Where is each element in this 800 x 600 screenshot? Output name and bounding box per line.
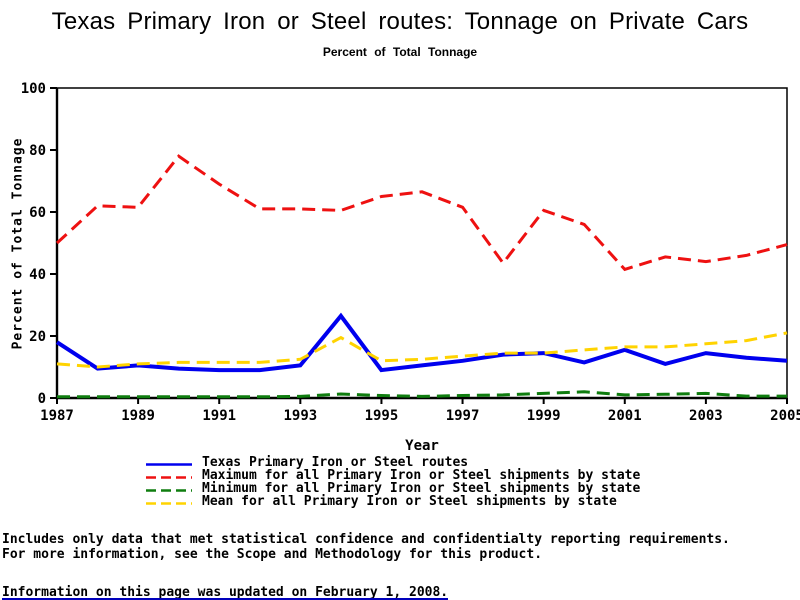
legend-line-sample-texas bbox=[145, 456, 193, 469]
page-title: Texas Primary Iron or Steel routes: Tonn… bbox=[51, 8, 749, 35]
series-line-3 bbox=[56, 331, 788, 369]
y-tick-label: 40 bbox=[29, 267, 46, 283]
legend-label: Texas Primary Iron or Steel routes bbox=[202, 455, 469, 470]
plot-frame bbox=[57, 87, 788, 398]
legend-label: Maximum for all Primary Iron or Steel sh… bbox=[202, 468, 641, 483]
y-tick-label: 60 bbox=[29, 205, 46, 221]
legend-line-sample-mean bbox=[145, 495, 193, 508]
legend-item-minimum: Minimum for all Primary Iron or Steel sh… bbox=[145, 481, 641, 496]
updated-date-underline bbox=[2, 598, 448, 600]
legend-item-mean: Mean for all Primary Iron or Steel shipm… bbox=[145, 494, 640, 509]
chart-canvas: 1987 1989 1991 1993 1995 1997 1999 2001 2003 2005… bbox=[21, 81, 800, 424]
x-tick-label: 1991 bbox=[202, 408, 236, 424]
x-tick-label: 2005 bbox=[770, 408, 800, 424]
x-tick-label: 1993 bbox=[283, 408, 317, 424]
x-tick-label: 2003 bbox=[689, 408, 723, 424]
y-tick-label: 0 bbox=[38, 391, 46, 407]
y-axis-label: Percent of Total Tonnage bbox=[10, 137, 26, 350]
legend-label: Minimum for all Primary Iron or Steel sh… bbox=[202, 481, 641, 496]
legend-swatch-svg bbox=[146, 489, 192, 492]
x-tick-label: 1997 bbox=[446, 408, 480, 424]
x-tick-label: 2001 bbox=[608, 408, 642, 424]
axis-lines bbox=[55, 88, 787, 400]
legend: Texas Primary Iron or Steel routes Maxim… bbox=[145, 455, 641, 509]
legend-label: Mean for all Primary Iron or Steel shipm… bbox=[202, 494, 617, 509]
series-line-0 bbox=[55, 312, 788, 373]
legend-line-sample-maximum bbox=[145, 469, 193, 482]
legend-swatch-svg bbox=[146, 502, 192, 505]
x-axis-label: Year bbox=[405, 438, 439, 454]
footnote-line-2: For more information, see the Scope and … bbox=[2, 547, 543, 562]
legend-swatch-svg bbox=[146, 463, 192, 466]
legend-item-maximum: Maximum for all Primary Iron or Steel sh… bbox=[145, 468, 641, 483]
footnote-line-1: Includes only data that met statistical … bbox=[2, 532, 730, 547]
footnote: Includes only data that met statistical … bbox=[2, 532, 730, 562]
chart-subtitle: Percent of Total Tonnage bbox=[322, 45, 478, 59]
x-tick-label: 1989 bbox=[121, 408, 155, 424]
series-line-1 bbox=[55, 154, 788, 272]
updated-date-link[interactable]: Information on this page was updated on … bbox=[2, 585, 449, 600]
series-line-2 bbox=[57, 390, 787, 399]
x-tick-label: 1987 bbox=[40, 408, 74, 424]
legend-swatch-svg bbox=[146, 476, 192, 479]
y-tick-label: 20 bbox=[29, 329, 46, 345]
y-tick-label: 100 bbox=[21, 81, 46, 97]
x-tick-label: 1999 bbox=[527, 408, 561, 424]
legend-line-sample-minimum bbox=[145, 482, 193, 495]
legend-item-texas: Texas Primary Iron or Steel routes bbox=[145, 455, 640, 470]
y-tick-label: 80 bbox=[29, 143, 46, 159]
x-tick-label: 1995 bbox=[365, 408, 399, 424]
